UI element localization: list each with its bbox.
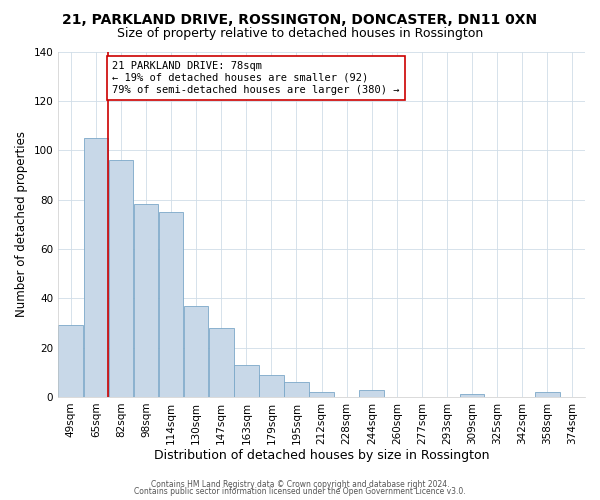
Bar xyxy=(83,138,108,397)
Y-axis label: Number of detached properties: Number of detached properties xyxy=(15,131,28,317)
Bar xyxy=(259,375,284,397)
Bar xyxy=(535,392,560,397)
X-axis label: Distribution of detached houses by size in Rossington: Distribution of detached houses by size … xyxy=(154,450,490,462)
Bar xyxy=(460,394,484,397)
Bar xyxy=(209,328,233,397)
Bar xyxy=(184,306,208,397)
Bar xyxy=(134,204,158,397)
Bar xyxy=(284,382,309,397)
Text: 21, PARKLAND DRIVE, ROSSINGTON, DONCASTER, DN11 0XN: 21, PARKLAND DRIVE, ROSSINGTON, DONCASTE… xyxy=(62,12,538,26)
Text: Size of property relative to detached houses in Rossington: Size of property relative to detached ho… xyxy=(117,28,483,40)
Bar xyxy=(159,212,184,397)
Bar xyxy=(234,365,259,397)
Text: 21 PARKLAND DRIVE: 78sqm
← 19% of detached houses are smaller (92)
79% of semi-d: 21 PARKLAND DRIVE: 78sqm ← 19% of detach… xyxy=(112,62,400,94)
Text: Contains HM Land Registry data © Crown copyright and database right 2024.: Contains HM Land Registry data © Crown c… xyxy=(151,480,449,489)
Text: Contains public sector information licensed under the Open Government Licence v3: Contains public sector information licen… xyxy=(134,487,466,496)
Bar xyxy=(109,160,133,397)
Bar xyxy=(309,392,334,397)
Bar xyxy=(359,390,384,397)
Bar xyxy=(58,326,83,397)
